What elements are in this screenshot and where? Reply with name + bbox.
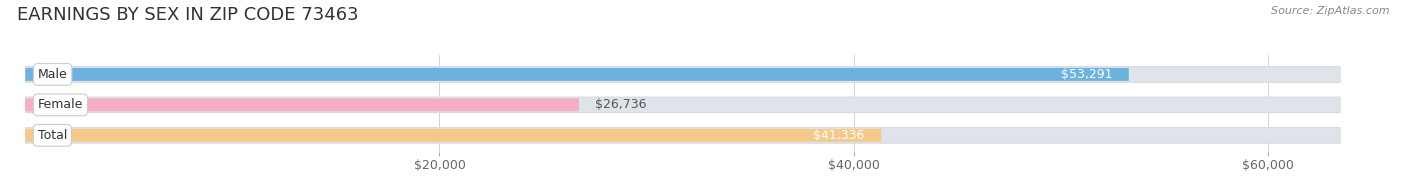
FancyBboxPatch shape xyxy=(25,66,1340,82)
FancyBboxPatch shape xyxy=(25,68,1129,81)
Text: $26,736: $26,736 xyxy=(596,98,647,111)
FancyBboxPatch shape xyxy=(25,98,579,111)
Text: $41,336: $41,336 xyxy=(813,129,865,142)
Text: $53,291: $53,291 xyxy=(1060,68,1112,81)
Text: Total: Total xyxy=(38,129,67,142)
FancyBboxPatch shape xyxy=(25,129,882,142)
Text: Male: Male xyxy=(38,68,67,81)
FancyBboxPatch shape xyxy=(25,127,1340,143)
Text: Female: Female xyxy=(38,98,83,111)
Text: EARNINGS BY SEX IN ZIP CODE 73463: EARNINGS BY SEX IN ZIP CODE 73463 xyxy=(17,6,359,24)
FancyBboxPatch shape xyxy=(25,97,1340,113)
Text: Source: ZipAtlas.com: Source: ZipAtlas.com xyxy=(1271,6,1389,16)
